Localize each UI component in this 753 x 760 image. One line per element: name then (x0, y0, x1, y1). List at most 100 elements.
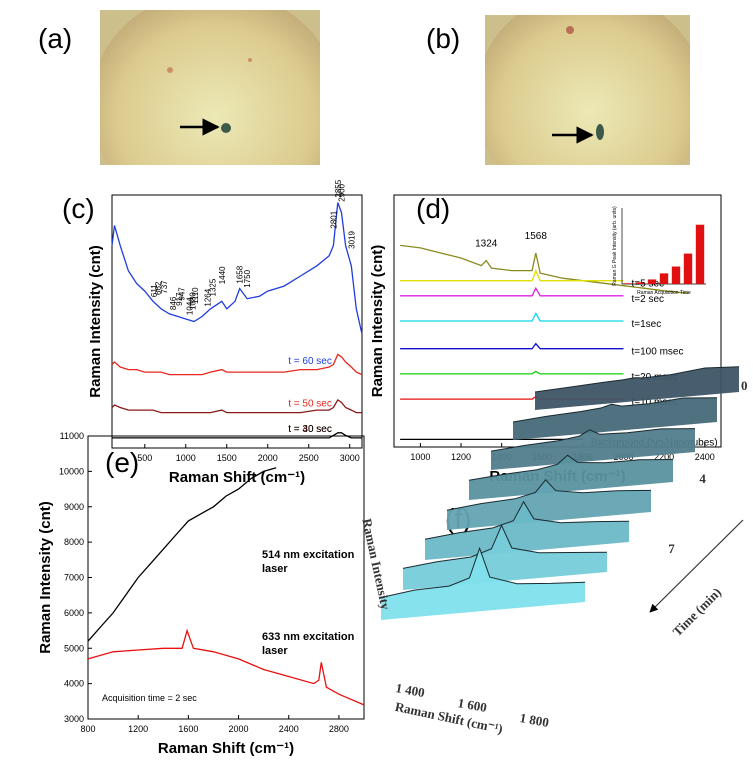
y-tick-label: 11000 (60, 431, 84, 441)
x-tick-label: 2200 (654, 452, 674, 462)
trace-line (468, 454, 674, 481)
x-tick-label: 500 (137, 453, 152, 463)
y-axis-label: Raman Intensity (359, 517, 393, 611)
inset-bar (695, 224, 705, 284)
x-tick-label: 2400 (695, 452, 715, 462)
trace-line (534, 366, 740, 393)
peak-label: 2900 (338, 183, 347, 201)
trace-face (535, 366, 739, 410)
x-tick-label: 800 (80, 724, 95, 734)
series-label-box: 514 nm excitation laser (262, 549, 355, 575)
peak-label: 1110 (191, 287, 200, 304)
y-tick-label: 6000 (64, 608, 84, 618)
x-axis-label: Raman Shift (cm⁻¹) (394, 699, 504, 736)
trace-face (425, 501, 629, 560)
y-tick-label: 4000 (64, 679, 84, 689)
x-tick-label: 1500 (217, 453, 237, 463)
trace-face (381, 548, 585, 620)
peak-label: 662 (154, 281, 163, 295)
trace-line (490, 428, 696, 452)
x-tick-label: 1000 (176, 453, 196, 463)
y-tick-label: 5000 (64, 643, 84, 653)
z-axis-arrow (649, 519, 744, 613)
peak-label: 1750 (243, 269, 252, 287)
series-line (111, 353, 363, 376)
y-tick-label: 10000 (59, 466, 84, 476)
x-tick-label: 2500 (299, 453, 319, 463)
y-axis-label: Raman Intensity (cnt) (369, 245, 386, 398)
x-axis-label: Raman Shift (cm⁻¹) (169, 469, 305, 486)
trace-line (512, 397, 718, 423)
x-tick-label: 2800 (329, 724, 349, 734)
series-line (87, 628, 365, 706)
y-axis-label: Raman Intensity (cnt) (37, 501, 54, 654)
peak-label: 3019 (347, 230, 356, 248)
z-tick-label: 7 (668, 541, 675, 556)
series-label: 633 nm excitation laser (262, 631, 355, 657)
x-tick-label: 2000 (229, 724, 249, 734)
y-axis-label: Raman Intensity (cnt) (87, 245, 104, 398)
peak-label: 1658 (236, 265, 245, 283)
trace-line (380, 546, 586, 598)
peak-label: 846 (169, 296, 178, 310)
trace-face (513, 397, 717, 440)
inset-bar (623, 283, 633, 284)
panel-label: (e) (105, 447, 139, 478)
peak-label: 1264 (203, 288, 212, 306)
z-tick-label: 4 (699, 471, 706, 486)
peak-label: 611 (150, 284, 159, 297)
x-tick-label: 1200 (128, 724, 148, 734)
peak-label: 947 (177, 287, 186, 301)
x-tick-label: 3000 (340, 453, 360, 463)
peak-label: 917 (175, 292, 184, 306)
x-axis-label: Raman Shift (cm⁻¹) (158, 740, 294, 757)
trace-face (469, 455, 673, 500)
series-label: t=2 sec (632, 294, 665, 305)
photo-b (485, 15, 690, 165)
peak-label: 1568 (525, 231, 548, 242)
z-axis-label: Time (min) (670, 585, 725, 640)
inset-bar (635, 282, 645, 284)
inset-y-label: Raman G Peak Intensity (arb. units) (612, 206, 618, 286)
series-label: t=1sec (632, 319, 662, 330)
y-tick-label: 8000 (64, 537, 84, 547)
peak-label: 2801 (329, 210, 338, 228)
y-tick-label: 7000 (64, 573, 84, 583)
peak-label: 1044 (185, 297, 194, 315)
series-label-box: 633 nm excitation laser (262, 631, 355, 657)
series-label: 514 nm excitation laser (262, 549, 355, 575)
panel-label: (a) (38, 23, 72, 54)
series-label: t = 50 sec (288, 399, 332, 410)
series-line (400, 244, 689, 294)
trace-face (491, 428, 695, 470)
peak-label: 1440 (218, 266, 227, 284)
x-tick-label: 1 800 (519, 710, 550, 730)
x-tick-label: 1600 (178, 724, 198, 734)
series-line (400, 370, 624, 375)
trace-face (447, 479, 651, 530)
series-line (87, 467, 277, 642)
peak-label: 1325 (208, 278, 217, 296)
inset-bar (647, 279, 657, 284)
series-line (400, 312, 624, 322)
x-tick-label: 2000 (258, 453, 278, 463)
y-tick-label: 3000 (64, 714, 84, 724)
panel-label: (b) (426, 23, 460, 54)
inset-x-label: Raman Acquisition Time (637, 290, 691, 296)
series-line (111, 202, 363, 335)
series-label: t = 40 sec (288, 424, 332, 435)
photo-a (100, 10, 320, 165)
plot-frame (111, 194, 363, 449)
trace-line (424, 500, 630, 540)
series-label: t = 30 sec (288, 424, 332, 435)
series-line (112, 432, 362, 439)
series-label: t = 60 sec (288, 356, 332, 367)
series-line (111, 398, 362, 414)
series-line (400, 286, 624, 297)
series-line (400, 268, 624, 282)
peak-label: 737 (160, 280, 169, 294)
peak-label: 2855 (334, 179, 343, 197)
peak-label: 1324 (475, 239, 498, 250)
annotation: Acquisition time = 2 sec (102, 693, 197, 703)
